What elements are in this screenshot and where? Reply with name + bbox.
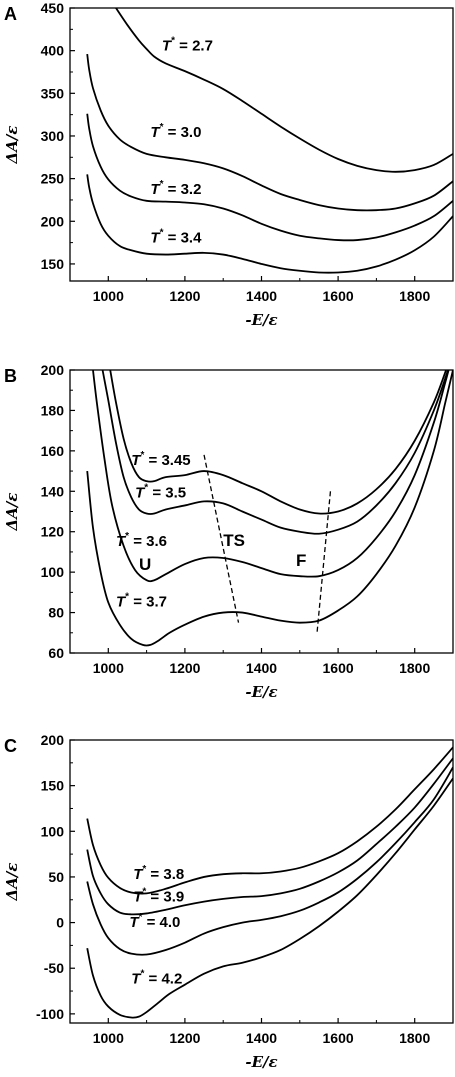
panel-letter: C — [4, 736, 17, 756]
x-tick-label: 1000 — [93, 288, 124, 304]
series-label: T* = 3.45 — [131, 450, 190, 469]
annotation: TS — [223, 531, 245, 550]
y-axis-label: ΔA/ε — [3, 493, 21, 532]
series-label: T* = 4.2 — [131, 969, 182, 988]
panel-a: A 1000 1200 1400 1600 1800 150 200 250 300 350 400 4… — [3, 0, 454, 329]
y-tick-label: 400 — [41, 43, 65, 59]
y-tick-label: 80 — [48, 605, 64, 621]
x-axis-label: -E/ε — [245, 1053, 277, 1071]
series-label: T* = 3.7 — [116, 592, 167, 611]
x-tick-label: 1000 — [93, 1030, 124, 1046]
y-tick-label: 200 — [41, 213, 65, 229]
y-tick-label: 160 — [41, 443, 65, 459]
x-tick-label: 1800 — [399, 660, 430, 676]
series-label: T* = 3.9 — [133, 887, 184, 906]
series-line — [86, 174, 453, 274]
x-tick-label: 1400 — [246, 1030, 277, 1046]
y-tick-label: 150 — [41, 256, 65, 272]
panel-letter: B — [4, 366, 17, 386]
series-line — [86, 777, 453, 1019]
y-axis-label: ΔA/ε — [3, 126, 21, 165]
y-tick-label: 50 — [48, 869, 64, 885]
series-label: T* = 3.8 — [133, 864, 184, 883]
annotation: F — [296, 551, 306, 570]
series-label: T* = 3.2 — [150, 179, 201, 198]
panel-letter: A — [4, 4, 17, 24]
y-tick-label: 100 — [41, 823, 65, 839]
series-line — [115, 8, 453, 173]
x-axis-label: -E/ε — [245, 311, 277, 329]
y-tick-label: 100 — [41, 564, 65, 580]
y-tick-label: 200 — [41, 362, 65, 378]
x-tick-label: 1400 — [246, 288, 277, 304]
series-line — [86, 757, 453, 916]
series-label: T* = 3.6 — [116, 531, 167, 550]
y-tick-label: 300 — [41, 128, 65, 144]
panel-c: C 1000 1200 1400 1600 1800 -100 -50 0 50 100 150 200… — [3, 732, 454, 1071]
series-line — [86, 746, 453, 895]
y-tick-label: -100 — [36, 1006, 64, 1022]
y-tick-label: 450 — [41, 0, 65, 16]
x-tick-label: 1200 — [169, 1030, 200, 1046]
series-line — [86, 113, 453, 242]
x-axis-label: -E/ε — [245, 683, 277, 701]
x-tick-label: 1600 — [323, 660, 354, 676]
series-line — [101, 370, 449, 535]
series-line — [86, 53, 453, 212]
y-tick-label: 350 — [41, 85, 65, 101]
plot-frame — [69, 739, 454, 1024]
x-tick-label: 1200 — [169, 288, 200, 304]
series-label: T* = 4.0 — [129, 912, 180, 931]
x-tick-label: 1000 — [93, 660, 124, 676]
annotation: U — [139, 555, 151, 574]
x-tick-label: 1800 — [399, 288, 430, 304]
y-tick-label: 140 — [41, 483, 65, 499]
y-tick-label: 0 — [56, 915, 64, 931]
dashed-guide — [203, 454, 240, 623]
series-line — [86, 370, 453, 647]
y-tick-label: 180 — [41, 402, 65, 418]
y-tick-label: 200 — [41, 732, 65, 748]
x-tick-label: 1200 — [169, 660, 200, 676]
y-tick-label: 250 — [41, 171, 65, 187]
y-tick-label: -50 — [44, 960, 64, 976]
x-tick-label: 1800 — [399, 1030, 430, 1046]
y-tick-label: 150 — [41, 778, 65, 794]
x-tick-label: 1600 — [323, 288, 354, 304]
series-line — [86, 766, 453, 956]
y-tick-label: 120 — [41, 524, 65, 540]
series-line — [109, 370, 448, 515]
panel-b: B 1000 1200 1400 1600 1800 60 80 100 120 140 160 180… — [3, 362, 454, 701]
y-axis-label: ΔA/ε — [3, 863, 21, 902]
y-tick-label: 60 — [48, 645, 64, 661]
x-tick-label: 1600 — [323, 1030, 354, 1046]
series-line — [92, 370, 450, 583]
series-label: T* = 2.7 — [162, 36, 213, 55]
series-label: T* = 3.4 — [150, 228, 202, 247]
series-label: T* = 3.0 — [150, 122, 201, 141]
x-tick-label: 1400 — [246, 660, 277, 676]
series-label: T* = 3.5 — [135, 482, 186, 501]
